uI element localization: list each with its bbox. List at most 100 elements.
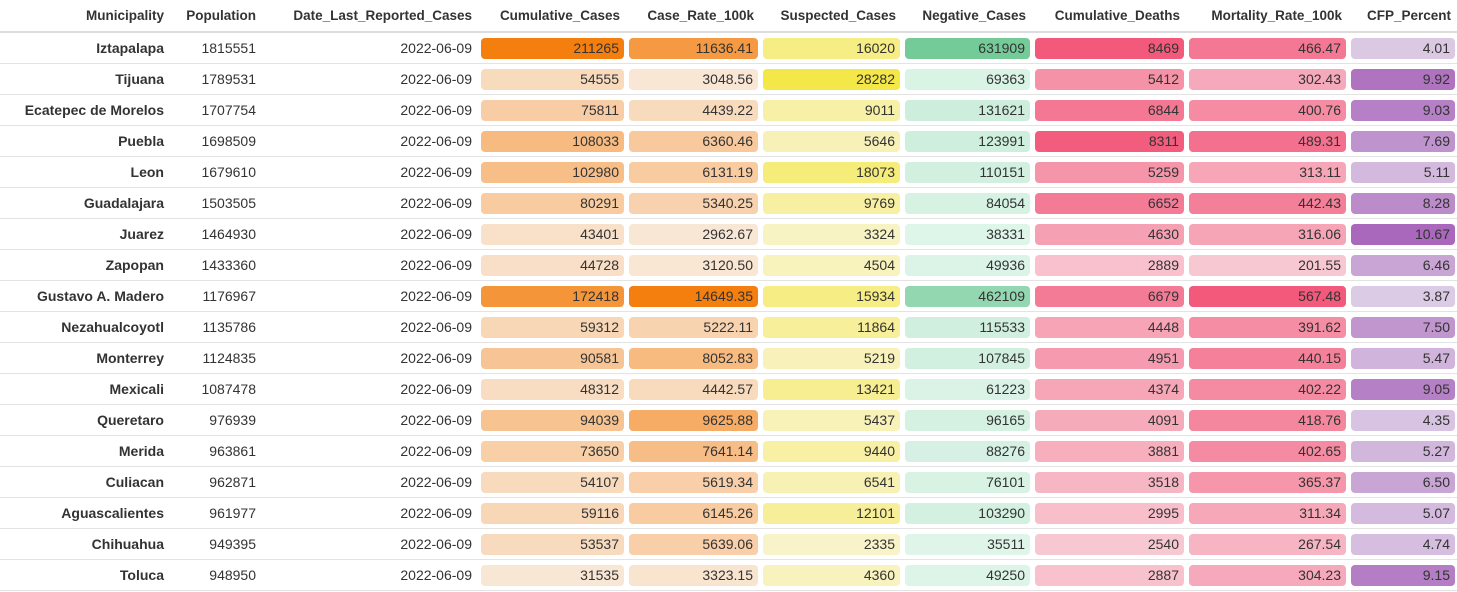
municipality-name: Queretaro xyxy=(0,404,170,436)
column-header-suspected-cases: Suspected_Cases xyxy=(760,0,902,33)
heat-cell-suspected-cases: 4504 xyxy=(760,249,902,281)
heat-cell-cumulative-cases: 73650 xyxy=(478,435,626,467)
heat-cell-negative-cases: 631909 xyxy=(902,31,1032,64)
heat-value-cumulative-cases: 90581 xyxy=(481,347,624,369)
heat-value-negative-cases: 69363 xyxy=(905,68,1030,90)
column-header-cumulative-deaths: Cumulative_Deaths xyxy=(1032,0,1186,33)
heat-cell-negative-cases: 123991 xyxy=(902,125,1032,157)
municipality-name: Toluca xyxy=(0,559,170,591)
heat-cell-case-rate-100k: 6145.26 xyxy=(626,497,760,529)
heat-value-case-rate-100k: 3120.50 xyxy=(629,254,758,276)
heat-cell-mortality-rate-100k: 201.55 xyxy=(1186,249,1348,281)
heat-value-negative-cases: 35511 xyxy=(905,533,1030,555)
heat-value-mortality-rate-100k: 402.22 xyxy=(1189,378,1346,400)
cell-population: 1679610 xyxy=(170,156,262,188)
cell-date-last-reported-cases: 2022-06-09 xyxy=(262,31,478,64)
heat-value-mortality-rate-100k: 440.15 xyxy=(1189,347,1346,369)
heat-value-negative-cases: 131621 xyxy=(905,99,1030,121)
heat-cell-cumulative-deaths: 2887 xyxy=(1032,559,1186,591)
heat-cell-mortality-rate-100k: 466.47 xyxy=(1186,31,1348,64)
municipality-name: Merida xyxy=(0,435,170,467)
heat-value-cumulative-deaths: 4091 xyxy=(1035,409,1184,431)
heat-value-cumulative-cases: 75811 xyxy=(481,99,624,121)
heat-value-mortality-rate-100k: 442.43 xyxy=(1189,192,1346,214)
heat-value-cumulative-deaths: 2887 xyxy=(1035,564,1184,586)
heat-value-case-rate-100k: 3048.56 xyxy=(629,68,758,90)
heat-value-cumulative-deaths: 2889 xyxy=(1035,254,1184,276)
heat-value-cumulative-cases: 73650 xyxy=(481,440,624,462)
heat-value-cumulative-deaths: 2540 xyxy=(1035,533,1184,555)
heat-value-cumulative-deaths: 8311 xyxy=(1035,130,1184,152)
heat-cell-cfp-percent: 6.46 xyxy=(1348,249,1457,281)
heat-value-suspected-cases: 5437 xyxy=(763,409,900,431)
heat-cell-negative-cases: 103290 xyxy=(902,497,1032,529)
heat-value-cfp-percent: 5.07 xyxy=(1351,502,1455,524)
municipality-name: Mexicali xyxy=(0,373,170,405)
heat-cell-suspected-cases: 9440 xyxy=(760,435,902,467)
heat-cell-cumulative-cases: 48312 xyxy=(478,373,626,405)
heat-cell-cumulative-deaths: 3518 xyxy=(1032,466,1186,498)
heat-cell-cfp-percent: 9.03 xyxy=(1348,94,1457,126)
heat-value-mortality-rate-100k: 567.48 xyxy=(1189,285,1346,307)
heat-cell-suspected-cases: 5437 xyxy=(760,404,902,436)
municipality-name: Leon xyxy=(0,156,170,188)
table-row: Queretaro 976939 2022-06-09 94039 9625.88 543… xyxy=(0,404,1457,436)
column-header-population: Population xyxy=(170,0,262,33)
cell-population: 961977 xyxy=(170,497,262,529)
heat-cell-cumulative-deaths: 6844 xyxy=(1032,94,1186,126)
table-row: Mexicali 1087478 2022-06-09 48312 4442.57 134… xyxy=(0,373,1457,405)
heat-value-negative-cases: 38331 xyxy=(905,223,1030,245)
cell-date-last-reported-cases: 2022-06-09 xyxy=(262,280,478,312)
table-row: Gustavo A. Madero 1176967 2022-06-09 172418… xyxy=(0,280,1457,312)
heat-cell-suspected-cases: 16020 xyxy=(760,31,902,64)
municipality-name: Aguascalientes xyxy=(0,497,170,529)
heat-cell-suspected-cases: 5219 xyxy=(760,342,902,374)
heat-value-cumulative-cases: 31535 xyxy=(481,564,624,586)
heat-cell-cfp-percent: 7.69 xyxy=(1348,125,1457,157)
cell-date-last-reported-cases: 2022-06-09 xyxy=(262,156,478,188)
column-header-date-last-reported-cases: Date_Last_Reported_Cases xyxy=(262,0,478,33)
heat-cell-cumulative-cases: 172418 xyxy=(478,280,626,312)
heat-cell-case-rate-100k: 6360.46 xyxy=(626,125,760,157)
municipality-name: Juarez xyxy=(0,218,170,250)
cell-date-last-reported-cases: 2022-06-09 xyxy=(262,94,478,126)
heat-value-cumulative-cases: 53537 xyxy=(481,533,624,555)
heat-value-case-rate-100k: 3323.15 xyxy=(629,564,758,586)
heat-value-cumulative-deaths: 4374 xyxy=(1035,378,1184,400)
table-row: Tijuana 1789531 2022-06-09 54555 3048.56 2828… xyxy=(0,63,1457,95)
heat-cell-case-rate-100k: 3120.50 xyxy=(626,249,760,281)
heat-cell-negative-cases: 49936 xyxy=(902,249,1032,281)
cell-population: 1815551 xyxy=(170,31,262,64)
heat-value-cumulative-cases: 54555 xyxy=(481,68,624,90)
heat-value-cumulative-deaths: 3881 xyxy=(1035,440,1184,462)
heat-value-negative-cases: 631909 xyxy=(905,37,1030,59)
heat-value-mortality-rate-100k: 400.76 xyxy=(1189,99,1346,121)
municipality-name: Ecatepec de Morelos xyxy=(0,94,170,126)
cell-population: 1135786 xyxy=(170,311,262,343)
heat-cell-mortality-rate-100k: 267.54 xyxy=(1186,528,1348,560)
heat-cell-cfp-percent: 5.07 xyxy=(1348,497,1457,529)
municipality-name: Iztapalapa xyxy=(0,31,170,64)
heat-cell-mortality-rate-100k: 313.11 xyxy=(1186,156,1348,188)
table-row: Guadalajara 1503505 2022-06-09 80291 5340.25… xyxy=(0,187,1457,219)
heat-value-cumulative-cases: 108033 xyxy=(481,130,624,152)
table-row: Merida 963861 2022-06-09 73650 7641.14 9440 88… xyxy=(0,435,1457,467)
heat-value-case-rate-100k: 4442.57 xyxy=(629,378,758,400)
heat-cell-negative-cases: 115533 xyxy=(902,311,1032,343)
heat-value-negative-cases: 103290 xyxy=(905,502,1030,524)
municipality-name: Chihuahua xyxy=(0,528,170,560)
cell-date-last-reported-cases: 2022-06-09 xyxy=(262,218,478,250)
heat-value-negative-cases: 88276 xyxy=(905,440,1030,462)
heat-value-suspected-cases: 5219 xyxy=(763,347,900,369)
municipality-name: Guadalajara xyxy=(0,187,170,219)
municipality-name: Zapopan xyxy=(0,249,170,281)
heat-value-suspected-cases: 13421 xyxy=(763,378,900,400)
heat-cell-cfp-percent: 3.87 xyxy=(1348,280,1457,312)
heat-value-suspected-cases: 12101 xyxy=(763,502,900,524)
cell-population: 949395 xyxy=(170,528,262,560)
heat-cell-cfp-percent: 4.01 xyxy=(1348,31,1457,64)
header-row: Municipality Population Date_Last_Reported… xyxy=(0,0,1457,33)
cell-date-last-reported-cases: 2022-06-09 xyxy=(262,466,478,498)
heat-cell-cfp-percent: 9.92 xyxy=(1348,63,1457,95)
cell-population: 962871 xyxy=(170,466,262,498)
